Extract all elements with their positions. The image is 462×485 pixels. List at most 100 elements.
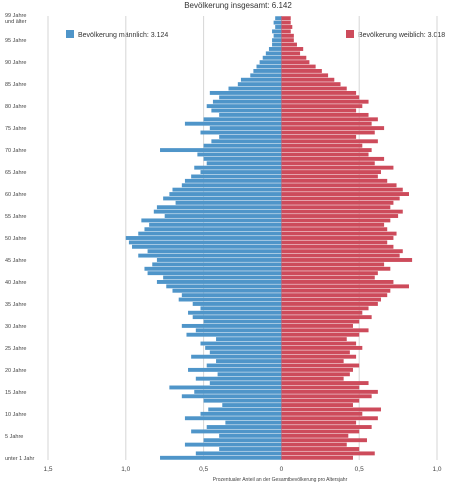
- legend: Bevölkerung männlich: 3.124 Bevölkerung …: [66, 30, 445, 39]
- bar-female-age-38: [281, 288, 391, 293]
- bar-female-age-9: [281, 416, 378, 421]
- bar-female-age-36: [281, 297, 381, 302]
- bar-female-age-46: [281, 253, 400, 258]
- bar-female-age-53: [281, 222, 385, 227]
- bar-male-age-7: [206, 425, 282, 429]
- bar-male-age-44: [152, 262, 282, 267]
- bar-male-age-87: [250, 73, 282, 78]
- bar-male-age-31: [203, 319, 282, 324]
- y-tick-label-40: 40 Jahre: [5, 280, 26, 286]
- bar-female-age-61: [281, 187, 403, 192]
- bar-male-age-2: [219, 447, 282, 451]
- bar-female-age-51: [281, 231, 397, 236]
- bar-male-age-67: [206, 161, 282, 166]
- x-tick-label-4: 0,5: [355, 466, 364, 473]
- bar-female-age-48: [281, 244, 394, 249]
- bar-female-age-27: [281, 337, 347, 342]
- bar-male-age-34: [200, 306, 282, 311]
- bar-male-age-39: [166, 284, 282, 289]
- bar-male-age-98: [275, 25, 282, 29]
- bar-male-age-69: [197, 152, 282, 157]
- bar-male-age-9: [184, 416, 282, 421]
- bar-male-age-4: [203, 438, 282, 443]
- bar-female-age-86: [281, 77, 335, 82]
- bar-female-age-10: [281, 411, 363, 416]
- bar-female-age-87: [281, 73, 329, 78]
- bar-female-age-54: [281, 218, 391, 223]
- bar-female-age-62: [281, 183, 397, 188]
- bar-male-age-57: [156, 205, 282, 210]
- bar-female-age-79: [281, 108, 357, 113]
- legend-label-male: Bevölkerung männlich: 3.124: [78, 32, 168, 39]
- y-tick-label-65: 65 Jahre: [5, 170, 26, 176]
- bar-female-age-39: [281, 284, 409, 289]
- y-tick-label-5: 5 Jahre: [5, 434, 23, 440]
- bar-male-age-25: [205, 345, 282, 350]
- bar-female-age-14: [281, 394, 372, 399]
- bar-female-age-64: [281, 174, 378, 179]
- y-tick-label-0: unter 1 Jahr: [5, 456, 35, 462]
- bar-female-age-0: [281, 455, 353, 460]
- bar-female-age-74: [281, 130, 375, 135]
- bar-male-age-5: [219, 433, 282, 438]
- bar-female-age-5: [281, 433, 349, 438]
- bar-female-age-24: [281, 350, 350, 355]
- bar-female-age-66: [281, 165, 394, 170]
- bar-female-age-13: [281, 398, 360, 403]
- bar-male-age-66: [194, 165, 282, 170]
- bar-female-age-52: [281, 227, 388, 232]
- y-tick-label-95: 95 Jahre: [5, 38, 26, 44]
- bar-female-age-94: [281, 42, 297, 47]
- bar-female-age-32: [281, 315, 372, 320]
- bar-male-age-24: [209, 350, 282, 355]
- y-tick-label-50: 50 Jahre: [5, 236, 26, 242]
- bar-male-age-49: [128, 240, 282, 245]
- bar-female-age-28: [281, 332, 360, 337]
- bar-male-age-12: [222, 403, 282, 407]
- bar-female-age-7: [281, 425, 372, 429]
- bar-female-age-97: [281, 29, 291, 34]
- bar-male-age-32: [192, 315, 282, 320]
- bar-female-age-21: [281, 363, 360, 368]
- bar-male-age-64: [191, 174, 282, 179]
- bar-male-age-62: [181, 183, 282, 188]
- bar-male-age-97: [272, 29, 282, 34]
- bar-male-age-42: [147, 271, 282, 276]
- bar-male-age-76: [184, 121, 282, 126]
- bar-female-age-58: [281, 200, 394, 205]
- bar-male-age-55: [164, 214, 282, 218]
- bar-male-age-63: [184, 178, 282, 183]
- bar-female-age-80: [281, 104, 363, 109]
- bar-female-age-84: [281, 86, 347, 91]
- bar-male-age-30: [181, 323, 282, 328]
- bar-male-age-51: [138, 231, 282, 236]
- bar-female-age-4: [281, 438, 367, 443]
- bar-male-age-82: [219, 95, 282, 100]
- bar-male-age-75: [209, 126, 282, 131]
- bar-female-age-12: [281, 403, 353, 407]
- bar-female-age-96: [281, 33, 294, 38]
- bar-male-age-72: [211, 139, 282, 144]
- bar-male-age-38: [172, 288, 282, 293]
- y-tick-labels: 99 Jahre und älter 95 Jahre 90 Jahre 85 Jahr…: [5, 13, 35, 462]
- bar-male-age-71: [203, 143, 282, 148]
- bar-female-age-45: [281, 258, 413, 262]
- bar-female-age-16: [281, 385, 360, 390]
- bar-male-age-0: [160, 455, 282, 460]
- bar-female-age-71: [281, 143, 363, 148]
- bar-female-age-73: [281, 134, 357, 139]
- bar-female-age-92: [281, 51, 301, 56]
- bar-male-age-29: [195, 328, 282, 333]
- bar-female-age-6: [281, 429, 360, 434]
- bar-male-age-89: [256, 64, 282, 69]
- bar-male-age-50: [125, 236, 282, 240]
- x-tick-label-0: 1,5: [43, 466, 52, 473]
- bar-female-age-44: [281, 262, 385, 267]
- bar-female-age-42: [281, 271, 378, 276]
- y-tick-label-30: 30 Jahre: [5, 324, 26, 330]
- bar-female-age-37: [281, 293, 388, 298]
- bar-female-age-2: [281, 447, 360, 451]
- bar-male-age-33: [188, 310, 282, 315]
- bar-female-age-67: [281, 161, 375, 166]
- bar-male-age-40: [156, 280, 282, 284]
